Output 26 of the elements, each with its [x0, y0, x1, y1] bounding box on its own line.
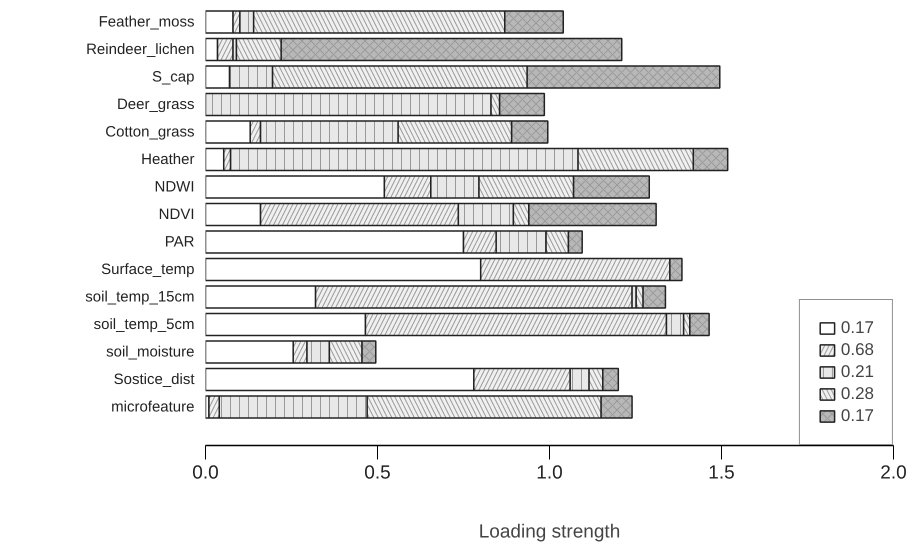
- y-tick-label: soil_moisture: [106, 344, 195, 360]
- y-tick-label: Cotton_grass: [105, 124, 194, 140]
- legend-label: 0.17: [840, 318, 874, 338]
- y-tick-label: Reindeer_lichen: [86, 41, 194, 58]
- y-tick-label: soil_temp_15cm: [85, 288, 194, 306]
- y-tick-label: S_cap: [152, 68, 195, 86]
- legend-label: 0.21: [840, 362, 874, 382]
- y-tick-label: Feather_moss: [98, 14, 194, 30]
- x-tick-label: 0.5: [364, 462, 391, 484]
- y-tick-label: Deer_grass: [116, 96, 195, 113]
- y-tick-label: Surface_temp: [101, 261, 195, 278]
- legend-label: 0.68: [840, 340, 874, 360]
- y-tick-label: NDVI: [158, 206, 195, 223]
- y-tick-label: Sostice_dist: [114, 371, 196, 388]
- x-tick-label: 2.0: [880, 462, 907, 484]
- y-tick-label: PAR: [164, 234, 195, 250]
- x-tick-label: 1.5: [708, 462, 735, 484]
- y-tick-label: Heather: [141, 151, 195, 168]
- legend-label: 0.17: [840, 406, 874, 426]
- x-axis-title: Loading strength: [478, 522, 620, 542]
- y-tick-label: soil_temp_5cm: [94, 316, 195, 333]
- legend-label: 0.28: [840, 384, 874, 404]
- y-tick-label: microfeature: [111, 398, 195, 416]
- x-tick-label: 0.0: [192, 462, 219, 484]
- y-tick-label: NDWI: [154, 178, 195, 196]
- x-tick-label: 1.0: [536, 462, 563, 484]
